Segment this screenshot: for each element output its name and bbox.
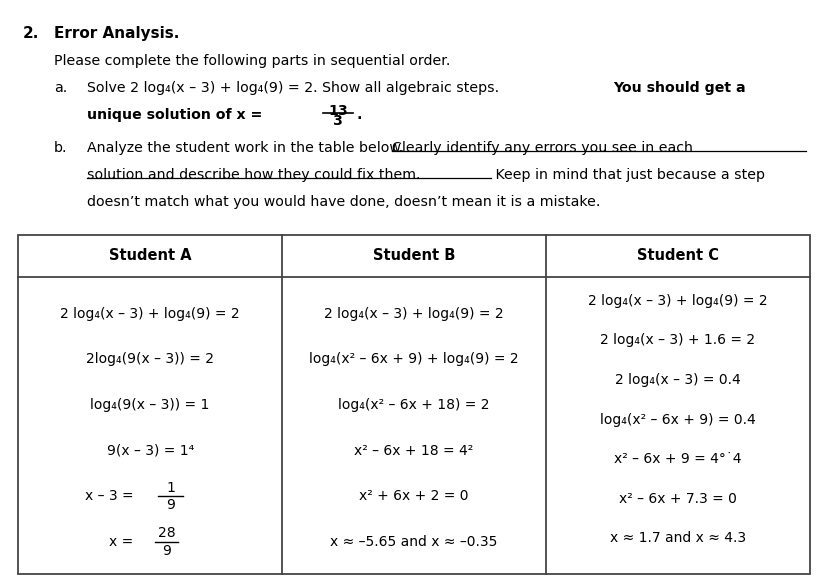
Text: 2 log₄(x – 3) + log₄(9) = 2: 2 log₄(x – 3) + log₄(9) = 2 bbox=[60, 306, 240, 321]
Text: 13: 13 bbox=[327, 104, 347, 118]
Text: log₄(x² – 6x + 9) + log₄(9) = 2: log₄(x² – 6x + 9) + log₄(9) = 2 bbox=[308, 352, 519, 366]
Text: doesn’t match what you would have done, doesn’t mean it is a mistake.: doesn’t match what you would have done, … bbox=[87, 195, 600, 209]
Text: 9(x – 3) = 1⁴: 9(x – 3) = 1⁴ bbox=[107, 444, 194, 458]
Text: log₄(9(x – 3)) = 1: log₄(9(x – 3)) = 1 bbox=[90, 398, 209, 412]
Text: x² – 6x + 9 = 4°˙4: x² – 6x + 9 = 4°˙4 bbox=[614, 452, 741, 466]
Text: log₄(x² – 6x + 18) = 2: log₄(x² – 6x + 18) = 2 bbox=[338, 398, 489, 412]
Text: Please complete the following parts in sequential order.: Please complete the following parts in s… bbox=[54, 54, 450, 68]
Text: x =: x = bbox=[109, 535, 133, 549]
Text: unique solution of x =: unique solution of x = bbox=[87, 108, 262, 122]
Text: 2 log₄(x – 3) + log₄(9) = 2: 2 log₄(x – 3) + log₄(9) = 2 bbox=[324, 306, 503, 321]
Text: 2 log₄(x – 3) = 0.4: 2 log₄(x – 3) = 0.4 bbox=[614, 373, 740, 387]
Text: 9: 9 bbox=[162, 544, 171, 558]
Text: 3: 3 bbox=[332, 114, 342, 128]
Text: Student B: Student B bbox=[372, 248, 455, 264]
Text: 2 log₄(x – 3) + log₄(9) = 2: 2 log₄(x – 3) + log₄(9) = 2 bbox=[587, 294, 767, 308]
Text: 28: 28 bbox=[158, 527, 175, 540]
Text: Keep in mind that just because a step: Keep in mind that just because a step bbox=[490, 168, 764, 182]
Text: Solve 2 log₄(x – 3) + log₄(9) = 2. Show all algebraic steps.: Solve 2 log₄(x – 3) + log₄(9) = 2. Show … bbox=[87, 81, 503, 95]
Text: b.: b. bbox=[54, 141, 67, 155]
Text: Error Analysis.: Error Analysis. bbox=[54, 26, 179, 42]
Text: Clearly identify any errors you see in each: Clearly identify any errors you see in e… bbox=[392, 141, 693, 155]
Bar bbox=[18, 235, 809, 574]
Text: Student A: Student A bbox=[108, 248, 191, 264]
Text: You should get a: You should get a bbox=[613, 81, 745, 95]
Text: Analyze the student work in the table below.: Analyze the student work in the table be… bbox=[87, 141, 413, 155]
Text: x² – 6x + 18 = 4²: x² – 6x + 18 = 4² bbox=[354, 444, 473, 458]
Text: x ≈ –5.65 and x ≈ –0.35: x ≈ –5.65 and x ≈ –0.35 bbox=[330, 535, 497, 549]
Text: x² + 6x + 2 = 0: x² + 6x + 2 = 0 bbox=[359, 490, 468, 504]
Text: 2log₄(9(x – 3)) = 2: 2log₄(9(x – 3)) = 2 bbox=[86, 352, 214, 366]
Text: x – 3 =: x – 3 = bbox=[85, 490, 133, 504]
Text: 9: 9 bbox=[166, 498, 175, 512]
Text: x² – 6x + 7.3 = 0: x² – 6x + 7.3 = 0 bbox=[618, 492, 736, 506]
Text: a.: a. bbox=[54, 81, 67, 95]
Text: solution and describe how they could fix them.: solution and describe how they could fix… bbox=[87, 168, 420, 182]
Text: log₄(x² – 6x + 9) = 0.4: log₄(x² – 6x + 9) = 0.4 bbox=[600, 413, 755, 427]
Text: x ≈ 1.7 and x ≈ 4.3: x ≈ 1.7 and x ≈ 4.3 bbox=[609, 531, 745, 545]
Text: 1: 1 bbox=[166, 481, 175, 495]
Text: Student C: Student C bbox=[636, 248, 718, 264]
Text: .: . bbox=[356, 108, 361, 122]
Text: 2 log₄(x – 3) + 1.6 = 2: 2 log₄(x – 3) + 1.6 = 2 bbox=[600, 333, 754, 348]
Text: 2.: 2. bbox=[22, 26, 39, 42]
